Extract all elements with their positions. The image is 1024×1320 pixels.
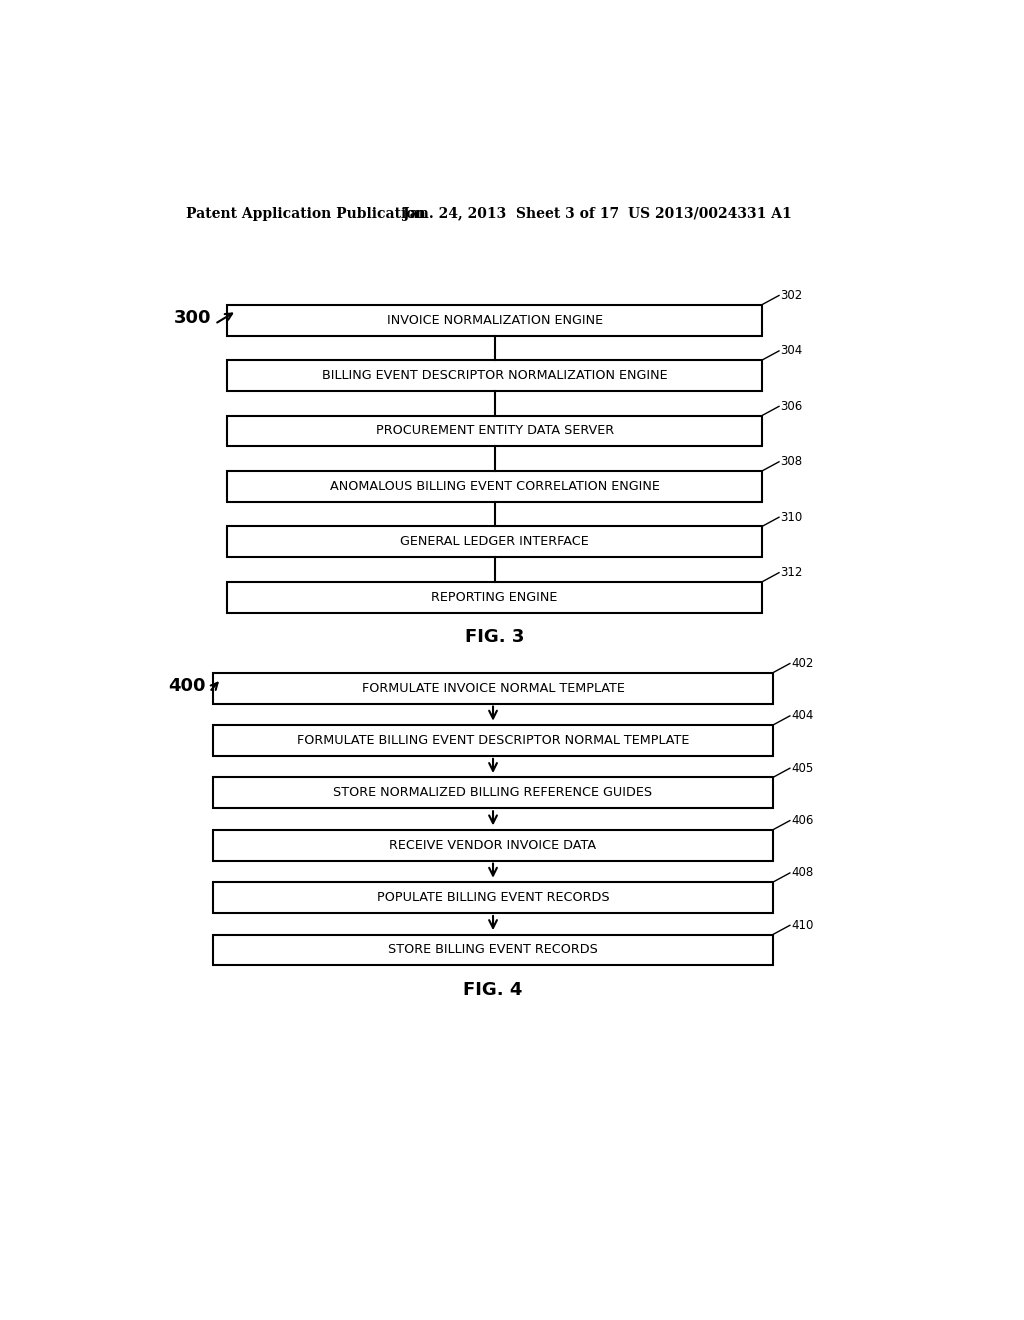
Bar <box>213 830 773 861</box>
Text: FORMULATE INVOICE NORMAL TEMPLATE: FORMULATE INVOICE NORMAL TEMPLATE <box>361 681 625 694</box>
Text: FIG. 4: FIG. 4 <box>463 981 522 999</box>
Text: 310: 310 <box>780 511 803 524</box>
Text: 405: 405 <box>792 762 814 775</box>
Bar <box>227 582 762 612</box>
Text: 402: 402 <box>792 657 814 671</box>
Text: 406: 406 <box>792 814 814 828</box>
Text: FORMULATE BILLING EVENT DESCRIPTOR NORMAL TEMPLATE: FORMULATE BILLING EVENT DESCRIPTOR NORMA… <box>297 734 689 747</box>
Bar <box>227 471 762 502</box>
Text: US 2013/0024331 A1: US 2013/0024331 A1 <box>628 207 792 220</box>
Bar <box>227 360 762 391</box>
Text: 404: 404 <box>792 709 814 722</box>
Text: REPORTING ENGINE: REPORTING ENGINE <box>431 591 558 603</box>
Text: 400: 400 <box>168 677 206 694</box>
Bar <box>213 725 773 756</box>
Text: ANOMALOUS BILLING EVENT CORRELATION ENGINE: ANOMALOUS BILLING EVENT CORRELATION ENGI… <box>330 480 659 492</box>
Text: FIG. 3: FIG. 3 <box>465 628 524 647</box>
Text: STORE NORMALIZED BILLING REFERENCE GUIDES: STORE NORMALIZED BILLING REFERENCE GUIDE… <box>334 787 652 800</box>
Text: 300: 300 <box>173 309 211 327</box>
Text: 408: 408 <box>792 866 814 879</box>
Bar <box>227 527 762 557</box>
Bar <box>213 935 773 965</box>
Text: POPULATE BILLING EVENT RECORDS: POPULATE BILLING EVENT RECORDS <box>377 891 609 904</box>
Text: 308: 308 <box>780 455 803 469</box>
Text: 304: 304 <box>780 345 803 358</box>
Bar <box>213 882 773 913</box>
Text: 312: 312 <box>780 566 803 579</box>
Text: Jan. 24, 2013  Sheet 3 of 17: Jan. 24, 2013 Sheet 3 of 17 <box>403 207 620 220</box>
Text: Patent Application Publication: Patent Application Publication <box>186 207 426 220</box>
Bar <box>213 673 773 704</box>
Text: GENERAL LEDGER INTERFACE: GENERAL LEDGER INTERFACE <box>400 536 589 548</box>
Text: BILLING EVENT DESCRIPTOR NORMALIZATION ENGINE: BILLING EVENT DESCRIPTOR NORMALIZATION E… <box>322 370 668 381</box>
Text: 302: 302 <box>780 289 803 302</box>
Text: 306: 306 <box>780 400 803 413</box>
Text: INVOICE NORMALIZATION ENGINE: INVOICE NORMALIZATION ENGINE <box>386 314 603 326</box>
Bar <box>227 305 762 335</box>
Bar <box>227 416 762 446</box>
Text: PROCUREMENT ENTITY DATA SERVER: PROCUREMENT ENTITY DATA SERVER <box>376 425 613 437</box>
Text: STORE BILLING EVENT RECORDS: STORE BILLING EVENT RECORDS <box>388 944 598 957</box>
Text: 410: 410 <box>792 919 814 932</box>
Bar <box>213 777 773 808</box>
Text: RECEIVE VENDOR INVOICE DATA: RECEIVE VENDOR INVOICE DATA <box>389 838 597 851</box>
